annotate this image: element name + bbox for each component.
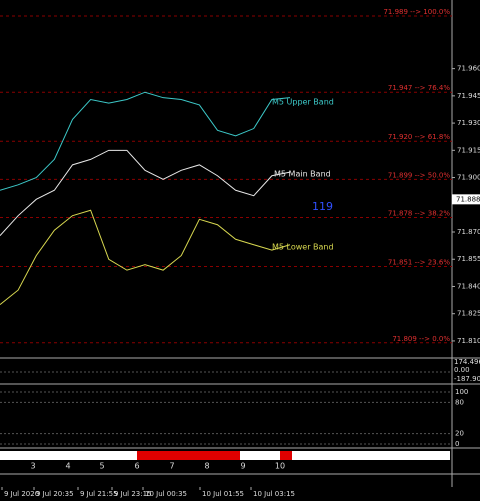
y-tick-label: 71.825 [457, 310, 480, 318]
session-label: 4 [65, 462, 70, 471]
x-tick-label: 10 Jul 00:35 [145, 490, 187, 498]
fib-label: 71.899 --> 50.0% [388, 171, 450, 179]
x-tick-label: 9 Jul 23:15 [114, 490, 152, 498]
session-bar [0, 451, 137, 460]
current-price-box [452, 194, 480, 205]
x-tick-label: 9 Jul 20:35 [36, 490, 74, 498]
legend-label: M5 Lower Band [272, 243, 334, 252]
y-tick-label: 71.870 [457, 228, 480, 236]
cci-label: -187.906 [454, 375, 480, 383]
fib-label: 71.878 --> 38.2% [388, 209, 450, 217]
current-price-label: 71.888 [456, 195, 480, 203]
session-label: 8 [204, 462, 209, 471]
x-tick-label: 9 Jul 21:55 [80, 490, 118, 498]
session-label: 10 [275, 462, 285, 471]
stoch-tick-label: 80 [455, 398, 464, 406]
band-line [0, 149, 291, 236]
fib-label: 71.920 --> 61.8% [388, 133, 450, 141]
y-tick-label: 71.945 [457, 92, 480, 100]
cci-label: 174.4965 [454, 358, 480, 366]
y-tick-label: 71.855 [457, 255, 480, 263]
cci-label: 0.00 [454, 366, 470, 374]
y-tick-label: 71.915 [457, 146, 480, 154]
session-label: 7 [169, 462, 174, 471]
y-tick-label: 71.810 [457, 337, 480, 345]
stoch-tick-label: 100 [455, 388, 468, 396]
session-label: 5 [99, 462, 104, 471]
band-line [0, 91, 291, 191]
stoch-tick-label: 0 [455, 440, 459, 448]
fib-label: 71.809 --> 0.0% [392, 335, 450, 343]
y-tick-label: 71.840 [457, 282, 480, 290]
legend-label: M5 Upper Band [272, 98, 334, 107]
fib-label: 71.989 --> 100.0% [383, 8, 450, 16]
y-tick-label: 71.900 [457, 174, 480, 182]
session-label: 9 [240, 462, 245, 471]
x-tick-label: 9 Jul 2020 [4, 490, 39, 498]
legend-label: M5 Main Band [274, 170, 331, 179]
session-label: 6 [134, 462, 139, 471]
band-line [0, 209, 291, 306]
fib-label: 71.947 --> 76.4% [388, 84, 450, 92]
y-tick-label: 71.960 [457, 65, 480, 73]
stoch-tick-label: 20 [455, 430, 464, 438]
counter: 119 [312, 200, 333, 213]
session-bar [137, 451, 240, 460]
y-tick-label: 71.930 [457, 119, 480, 127]
x-tick-label: 10 Jul 03:15 [253, 490, 295, 498]
session-bar [292, 451, 450, 460]
fib-label: 71.851 --> 23.6% [388, 259, 450, 267]
session-bar [240, 451, 280, 460]
session-label: 3 [30, 462, 35, 471]
session-bar [280, 451, 292, 460]
x-tick-label: 10 Jul 01:55 [202, 490, 244, 498]
